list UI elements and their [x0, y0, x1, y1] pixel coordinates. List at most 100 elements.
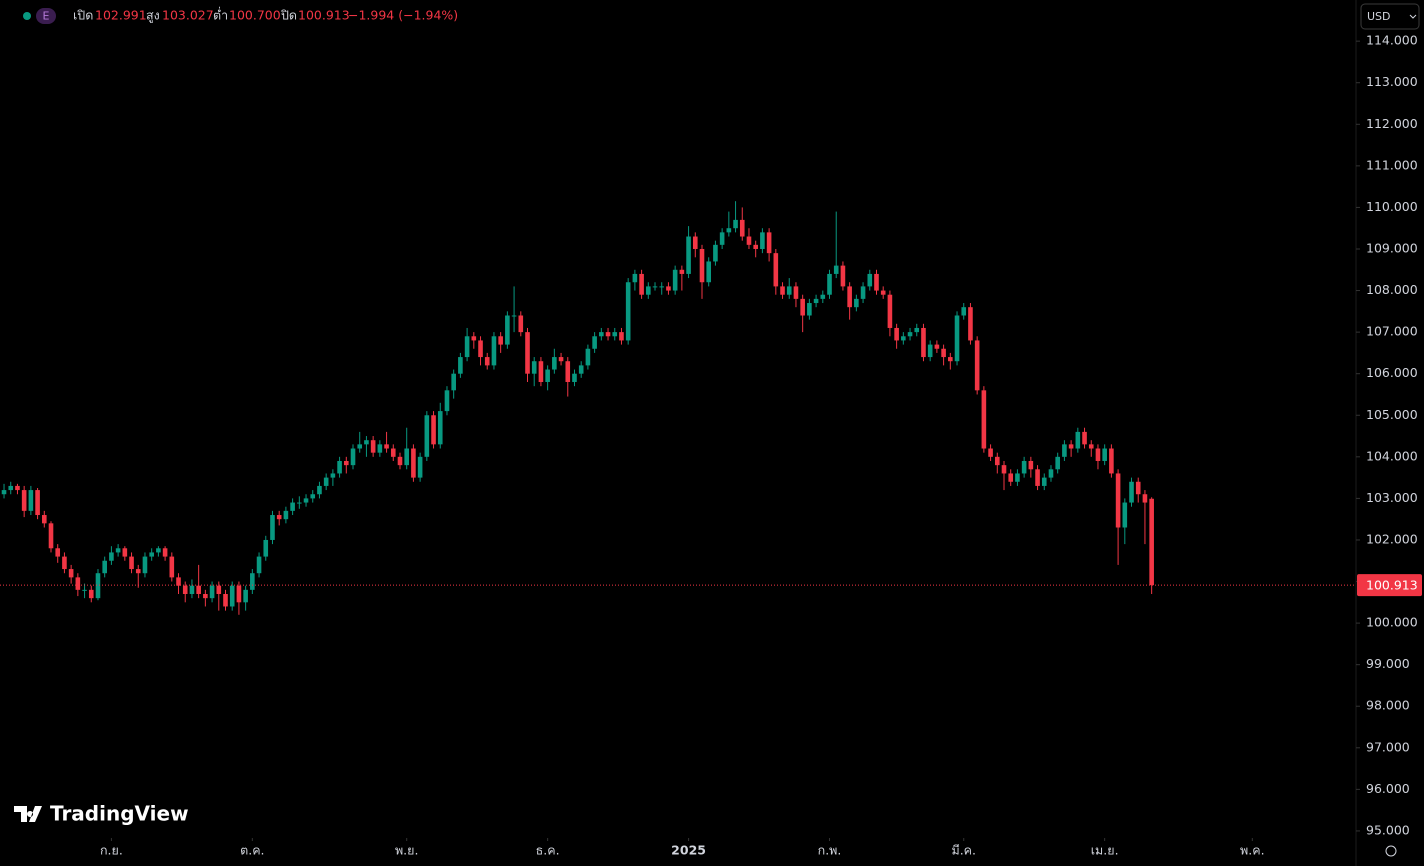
candle: [807, 298, 812, 320]
candle-body: [370, 440, 376, 453]
candle-body: [558, 357, 564, 362]
candle: [733, 201, 738, 233]
candle: [323, 473, 329, 491]
candle: [129, 552, 134, 574]
y-tick-label: 97.000: [1366, 739, 1410, 754]
candle-body: [1095, 448, 1101, 461]
candle-body: [1075, 431, 1081, 449]
candle: [605, 327, 611, 341]
candle: [954, 311, 960, 366]
candle-body: [961, 307, 967, 316]
candle: [411, 444, 416, 482]
candle: [1021, 456, 1027, 478]
currency-select[interactable]: [1360, 3, 1420, 30]
candle-body: [948, 357, 953, 362]
candle-body: [800, 298, 805, 316]
candle: [189, 579, 195, 599]
candle-body: [169, 556, 175, 578]
candle: [907, 327, 913, 341]
candle: [1102, 444, 1107, 466]
candle: [699, 244, 705, 299]
candle: [1129, 477, 1134, 507]
legend-change: −1.994 (−1.94%): [348, 8, 458, 23]
candle: [364, 436, 369, 457]
candle: [82, 583, 87, 599]
candle: [397, 452, 403, 470]
candle-body: [860, 286, 866, 299]
candle: [182, 581, 188, 603]
candle-body: [115, 548, 121, 553]
candle: [760, 228, 765, 254]
candle: [646, 282, 651, 299]
candle-body: [525, 332, 530, 374]
candle: [250, 569, 255, 594]
settings-icon[interactable]: [1385, 845, 1397, 857]
candle: [578, 361, 584, 378]
candle: [793, 282, 799, 308]
candle-body: [28, 490, 34, 511]
candle: [894, 323, 899, 349]
candle: [531, 357, 537, 387]
candle-body: [337, 460, 342, 474]
candle-body: [592, 336, 597, 349]
candle: [122, 546, 128, 561]
candle-body: [48, 523, 54, 549]
candle-body: [384, 444, 389, 449]
candle-body: [82, 589, 87, 591]
candle: [203, 589, 208, 607]
candle: [666, 282, 671, 295]
candle-body: [686, 236, 691, 274]
currency-text: USD: [1367, 10, 1391, 23]
candle-body: [538, 361, 544, 383]
candle: [518, 311, 524, 337]
candle: [471, 332, 477, 349]
candle: [854, 294, 859, 312]
candle-body: [565, 361, 571, 383]
candle: [679, 265, 685, 291]
candle-body: [15, 485, 20, 491]
candle-body: [578, 365, 584, 374]
candle-body: [1035, 469, 1040, 486]
y-tick-label: 109.000: [1366, 240, 1418, 255]
candle: [1062, 440, 1067, 461]
candle: [310, 490, 316, 503]
candle: [283, 506, 289, 524]
candle-body: [364, 440, 369, 445]
candle-body: [471, 336, 477, 341]
candle-body: [444, 390, 450, 412]
candle-body: [766, 232, 772, 254]
candle: [102, 556, 107, 578]
legend-close-label: ปิด: [281, 8, 297, 23]
candle-body: [276, 515, 282, 520]
candle-body: [585, 348, 591, 366]
candle-body: [458, 357, 463, 374]
candle-body: [907, 332, 913, 337]
candle: [370, 436, 376, 457]
candle-body: [88, 589, 94, 599]
candle-body: [612, 332, 618, 337]
candle-body: [867, 273, 873, 287]
candle: [41, 510, 47, 528]
candle-body: [1028, 460, 1034, 470]
candle-body: [552, 357, 557, 370]
candle-body: [981, 390, 987, 449]
candle: [135, 564, 141, 588]
candle: [860, 282, 866, 304]
candle-body: [652, 286, 658, 288]
candle-body: [390, 448, 396, 457]
candle-body: [330, 473, 336, 478]
candle: [390, 444, 396, 461]
candle: [713, 240, 718, 266]
candle-body: [505, 315, 510, 345]
candle-body: [229, 585, 235, 607]
candle: [833, 211, 839, 279]
candle-body: [256, 556, 262, 574]
candle-body: [605, 332, 611, 337]
candle: [880, 286, 886, 299]
candle-body: [713, 244, 718, 262]
candle-body: [478, 340, 483, 358]
x-tick-label: พ.ค.: [1240, 843, 1265, 858]
candle: [625, 278, 631, 345]
candle-body: [1001, 465, 1007, 474]
